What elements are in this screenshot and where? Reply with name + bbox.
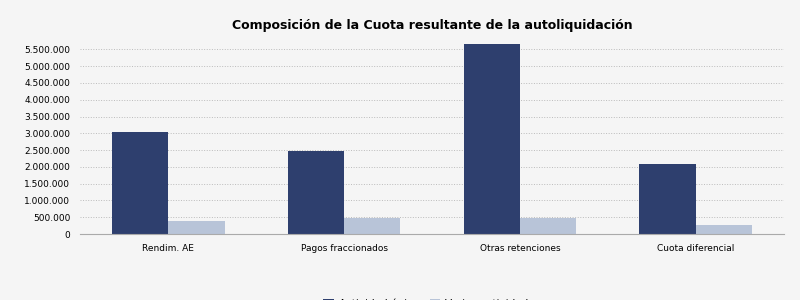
Bar xyxy=(168,221,225,234)
Bar xyxy=(520,218,576,234)
Bar xyxy=(112,132,168,234)
Bar xyxy=(639,164,696,234)
Bar xyxy=(464,44,520,234)
Bar xyxy=(696,225,752,234)
Legend: Actividad única, Varias actividades: Actividad única, Varias actividades xyxy=(319,295,545,300)
Title: Composición de la Cuota resultante de la autoliquidación: Composición de la Cuota resultante de la… xyxy=(232,19,632,32)
Bar xyxy=(288,151,344,234)
Bar xyxy=(344,218,400,234)
